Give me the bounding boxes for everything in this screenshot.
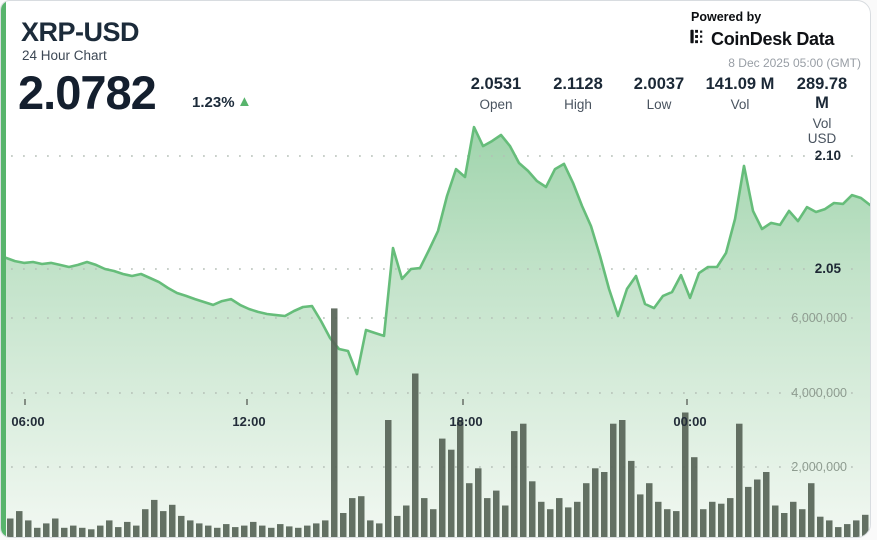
stat-low: 2.0037 Low	[634, 75, 684, 112]
price-axis-tick-210: 2.10	[814, 148, 841, 163]
stat-open-label: Open	[479, 97, 513, 112]
stat-low-value: 2.0037	[633, 75, 685, 93]
timestamp: 8 Dec 2025 05:00 (GMT)	[728, 56, 861, 70]
up-arrow-icon: ▲	[237, 93, 252, 110]
stat-vol: 141.09 M Vol	[706, 75, 775, 112]
price-axis-tick-205: 2.05	[814, 261, 841, 276]
left-accent-bar	[1, 1, 6, 537]
coindesk-logo-link[interactable]: CoinDesk Data	[690, 28, 834, 50]
volume-axis-tick-4m: 4,000,000	[791, 386, 847, 400]
stat-volusd-value: 289.78 M	[796, 75, 848, 112]
stat-open: 2.0531 Open	[471, 75, 521, 112]
symbol-title: XRP-USD	[21, 17, 140, 47]
stat-vol-label: Vol	[730, 97, 750, 112]
volume-axis-tick-6m: 6,000,000	[791, 311, 847, 325]
time-axis-tick-0600: 06:00	[11, 414, 45, 429]
volume-axis-tick-2m: 2,000,000	[791, 460, 847, 474]
stat-high: 2.1128 High	[553, 75, 603, 112]
coindesk-logo-icon	[690, 28, 707, 50]
stat-high-value: 2.1128	[553, 75, 603, 93]
current-price: 2.0782	[18, 66, 157, 119]
stat-open-value: 2.0531	[470, 75, 522, 93]
powered-by-label: Powered by	[691, 10, 762, 24]
stat-volusd: 289.78 M Vol USD	[797, 75, 847, 146]
provider-name: CoinDesk Data	[711, 28, 835, 49]
time-axis-tick-1800: 18:00	[449, 414, 483, 429]
stat-vol-value: 141.09 M	[705, 75, 775, 93]
time-axis-tick-0000: 00:00	[673, 414, 707, 429]
stat-low-label: Low	[646, 97, 672, 112]
time-axis-tick-1200: 12:00	[232, 414, 266, 429]
change-percent: 1.23%	[192, 94, 235, 111]
stat-volusd-label: Vol USD	[807, 116, 837, 146]
chart-subtitle: 24 Hour Chart	[22, 48, 107, 63]
stat-high-label: High	[564, 97, 592, 112]
